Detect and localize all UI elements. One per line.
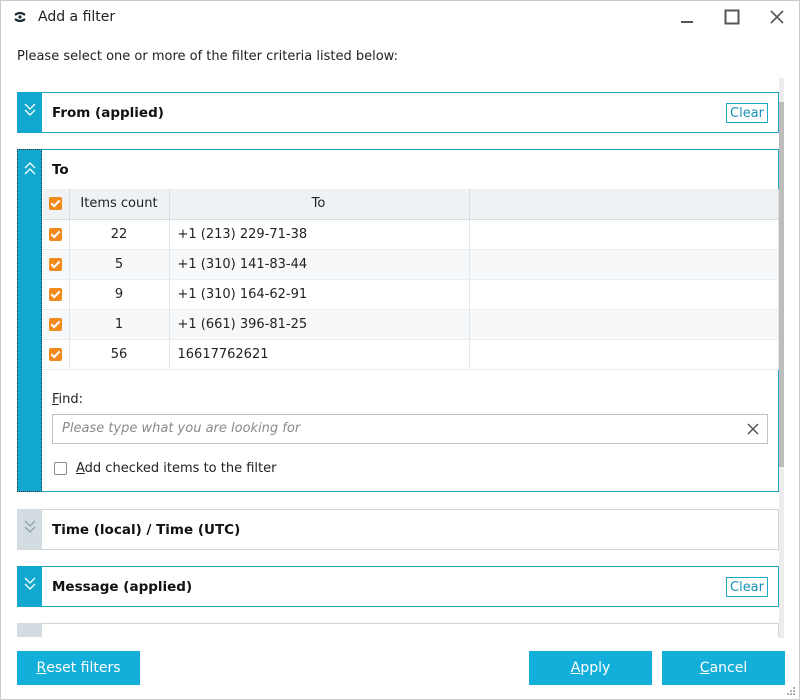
empty-cell: [469, 279, 779, 310]
scrollbar-thumb[interactable]: [779, 102, 784, 467]
add-checked-text: dd checked items to the filter: [84, 461, 277, 476]
empty-cell: [469, 219, 779, 250]
clear-search-icon[interactable]: [745, 421, 761, 437]
empty-cell: [469, 339, 779, 370]
panel-title: Message (applied): [52, 579, 193, 595]
select-all-cell[interactable]: [43, 189, 70, 220]
minimize-icon: [681, 21, 693, 23]
resize-grip-icon[interactable]: [786, 686, 796, 696]
add-checked-items-checkbox[interactable]: [54, 462, 67, 475]
row-checkbox[interactable]: [49, 317, 63, 331]
chevron-double-up-icon: [24, 162, 35, 175]
chevron-double-down-icon: [24, 577, 35, 590]
expand-toggle[interactable]: [17, 509, 42, 550]
row-checkbox[interactable]: [49, 287, 63, 301]
filter-panel-message[interactable]: Message (applied) Clear: [17, 566, 779, 607]
add-checked-items-label: Add checked items to the filter: [76, 461, 276, 476]
row-checkbox-cell[interactable]: [43, 339, 70, 370]
maximize-icon: [724, 9, 740, 25]
row-checkbox-cell[interactable]: [43, 219, 70, 250]
add-checked-mnemonic: A: [76, 461, 85, 476]
maximize-button[interactable]: [716, 4, 748, 30]
to-cell: +1 (213) 229-71-38: [169, 219, 470, 250]
row-checkbox[interactable]: [49, 347, 63, 361]
apply-label: pply: [580, 660, 611, 676]
to-cell: 16617762621: [169, 339, 470, 370]
empty-cell: [469, 249, 779, 280]
collapse-toggle[interactable]: [17, 149, 42, 492]
cancel-label: ancel: [709, 660, 748, 676]
items-count-cell: 5: [69, 249, 170, 280]
filter-panel-from[interactable]: From (applied) Clear: [17, 92, 779, 133]
chevron-double-down-icon: [24, 520, 35, 533]
title-bar[interactable]: Add a filter: [1, 1, 799, 34]
find-label: Find:: [52, 392, 83, 407]
items-count-cell: 22: [69, 219, 170, 250]
reset-mnemonic: R: [36, 660, 47, 676]
find-placeholder: Please type what you are looking for: [62, 421, 301, 436]
table-header-row: Items count To: [43, 189, 779, 220]
close-icon: [770, 10, 784, 24]
table-row[interactable]: 22 +1 (213) 229-71-38: [43, 219, 779, 250]
cancel-mnemonic: C: [699, 660, 710, 676]
panel-title: Time (local) / Time (UTC): [52, 522, 241, 538]
row-checkbox[interactable]: [49, 257, 63, 271]
column-header-to[interactable]: To: [169, 189, 470, 220]
select-all-checkbox[interactable]: [49, 197, 63, 211]
items-count-cell: 9: [69, 279, 170, 310]
find-input[interactable]: Please type what you are looking for: [52, 414, 768, 444]
add-checked-items-option[interactable]: Add checked items to the filter: [54, 461, 276, 476]
window-title: Add a filter: [38, 9, 116, 25]
table-row[interactable]: 5 +1 (310) 141-83-44: [43, 249, 779, 280]
vertical-scrollbar[interactable]: [779, 78, 784, 638]
expand-toggle[interactable]: [17, 623, 42, 637]
column-header-items-count[interactable]: Items count: [69, 189, 170, 220]
row-checkbox-cell[interactable]: [43, 279, 70, 310]
apply-mnemonic: A: [570, 660, 581, 676]
table-row[interactable]: 9 +1 (310) 164-62-91: [43, 279, 779, 310]
row-checkbox-cell[interactable]: [43, 249, 70, 280]
row-checkbox[interactable]: [49, 227, 63, 241]
to-cell: +1 (310) 141-83-44: [169, 249, 470, 280]
items-count-cell: 56: [69, 339, 170, 370]
panel-title: To: [52, 162, 69, 178]
expand-toggle[interactable]: [17, 566, 42, 607]
filter-panel-time[interactable]: Time (local) / Time (UTC): [17, 509, 779, 550]
items-count-cell: 1: [69, 309, 170, 340]
to-values-table: Items count To 22 +1 (213) 229-71-38 5 +…: [43, 189, 779, 370]
reset-label: eset filters: [46, 660, 121, 676]
to-cell: +1 (310) 164-62-91: [169, 279, 470, 310]
panel-title: From (applied): [52, 105, 164, 121]
minimize-button[interactable]: [671, 4, 703, 30]
table-row[interactable]: 56 16617762621: [43, 339, 779, 370]
find-label-mnemonic: F: [52, 392, 59, 407]
filter-panel-to: To Items count To 22 +1 (213) 229-71-38: [17, 149, 779, 492]
table-row[interactable]: 1 +1 (661) 396-81-25: [43, 309, 779, 340]
app-logo-icon: [14, 11, 26, 23]
row-checkbox-cell[interactable]: [43, 309, 70, 340]
find-label-text: ind:: [58, 392, 84, 407]
column-header-empty: [469, 189, 779, 220]
close-button[interactable]: [761, 4, 793, 30]
filter-panel-next[interactable]: [17, 623, 779, 637]
instruction-text: Please select one or more of the filter …: [17, 49, 398, 64]
clear-message-button[interactable]: Clear: [726, 577, 768, 597]
expand-toggle[interactable]: [17, 92, 42, 133]
empty-cell: [469, 309, 779, 340]
chevron-double-down-icon: [24, 103, 35, 116]
clear-from-button[interactable]: Clear: [726, 103, 768, 123]
to-cell: +1 (661) 396-81-25: [169, 309, 470, 340]
